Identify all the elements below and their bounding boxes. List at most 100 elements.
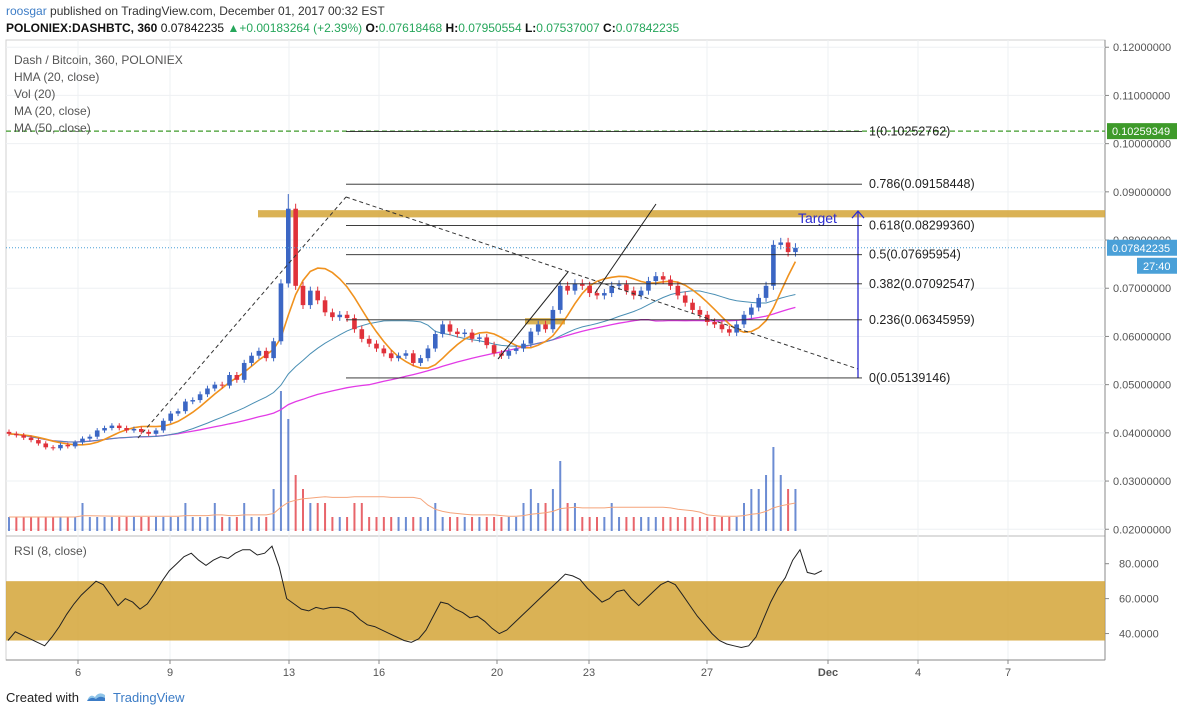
- symbol-label: POLONIEX:DASHBTC, 360: [6, 21, 158, 35]
- candle-body: [175, 411, 181, 414]
- volume-bar: [118, 517, 121, 531]
- volume-bar: [779, 475, 782, 531]
- volume-bar: [338, 517, 341, 531]
- volume-bar: [507, 517, 510, 531]
- time-tick-label: 13: [283, 667, 295, 679]
- price-tick-label: 0.02000000: [1113, 524, 1171, 536]
- price-tick-label: 0.04000000: [1113, 428, 1171, 440]
- candle-body: [440, 324, 445, 335]
- candle-body: [124, 428, 129, 431]
- candle-body: [712, 321, 717, 325]
- candle-body: [418, 358, 423, 363]
- candle-body: [58, 444, 63, 449]
- candle-body: [315, 290, 320, 301]
- volume-bar: [66, 517, 69, 531]
- candle-body: [330, 312, 335, 318]
- volume-bar: [250, 517, 253, 531]
- volume-bar: [169, 517, 172, 531]
- candle-body: [308, 290, 313, 306]
- green-level-tag-text: 0.10259349: [1112, 126, 1170, 138]
- volume-bar: [257, 517, 260, 531]
- volume-bar: [324, 503, 327, 531]
- volume-bar: [544, 503, 547, 531]
- candle-body: [543, 324, 548, 330]
- candle-body: [609, 285, 614, 294]
- trend-line-dashed-up: [137, 196, 347, 439]
- volume-bar: [309, 503, 312, 531]
- candle-body: [293, 208, 298, 286]
- candle-body: [381, 348, 387, 354]
- candle-body: [109, 425, 115, 429]
- candle-body: [6, 431, 12, 434]
- resistance-zone-band: [258, 210, 1105, 218]
- last-price: 0.07842235: [160, 21, 225, 35]
- created-with-text: Created with: [6, 690, 79, 705]
- fib-level-label: 0.5(0.07695954): [869, 248, 961, 262]
- candle-body: [624, 284, 629, 291]
- candle-body: [43, 443, 49, 448]
- volume-bar: [147, 517, 150, 531]
- candle-body: [697, 309, 703, 315]
- tradingview-logo-icon[interactable]: [85, 690, 107, 707]
- volume-bar: [706, 517, 709, 531]
- price-tick-label: 0.09000000: [1113, 187, 1171, 199]
- volume-bar: [184, 503, 187, 531]
- candle-body: [28, 437, 34, 441]
- volume-bar: [162, 517, 165, 531]
- time-tick-label: 16: [373, 667, 385, 679]
- candle-body: [131, 428, 137, 431]
- candle-body: [234, 375, 240, 380]
- candle-body: [535, 324, 541, 332]
- candle-body: [410, 353, 416, 363]
- volume-bar: [449, 517, 451, 531]
- volume-bar: [397, 517, 400, 531]
- candle-body: [771, 244, 776, 286]
- volume-bar: [426, 517, 429, 531]
- price-tick-label: 0.06000000: [1113, 331, 1171, 343]
- volume-bar: [228, 517, 231, 531]
- candle-body: [682, 295, 688, 303]
- volume-bar: [30, 517, 33, 531]
- candle-body: [72, 442, 78, 447]
- candle-body: [557, 285, 563, 310]
- candle-body: [50, 447, 56, 449]
- volume-bar: [81, 503, 84, 531]
- axes: 0.12000000 0.11000000 0.10000000 0.09000000…: [6, 42, 1177, 679]
- volume-bar: [456, 517, 459, 531]
- volume-bar: [360, 503, 363, 531]
- volume-bar: [368, 517, 371, 531]
- open-value: 0.07618468: [378, 21, 443, 35]
- author-link[interactable]: roosgar: [6, 4, 47, 18]
- volume-bar: [640, 517, 643, 531]
- volume-bar: [551, 489, 554, 531]
- candle-body: [197, 394, 203, 401]
- candle-body: [139, 428, 144, 432]
- high-label: H:: [445, 21, 459, 35]
- rsi-tick-label: 60.0000: [1119, 594, 1159, 606]
- volume-bar: [632, 517, 635, 531]
- time-tick-label: 4: [915, 667, 921, 679]
- ma20-line: [8, 290, 796, 443]
- candle-body: [778, 242, 784, 245]
- candle-body: [447, 324, 453, 332]
- candle-body: [278, 283, 284, 342]
- resistance-zone: [258, 210, 1105, 325]
- volume-bar: [353, 503, 356, 531]
- volume-bar: [419, 517, 422, 531]
- volume-bar: [720, 517, 723, 531]
- channel-line-2: [594, 203, 657, 294]
- volume-bar: [110, 517, 113, 531]
- legend-rsi: RSI (8, close): [14, 544, 87, 558]
- volume-bar: [463, 517, 466, 531]
- candle-body: [749, 307, 754, 315]
- price-tick-label: 0.12000000: [1113, 42, 1171, 54]
- volume-bar: [596, 517, 598, 531]
- time-tick-label: 23: [583, 667, 595, 679]
- fib-level-label: 0.618(0.08299360): [869, 219, 975, 233]
- legend-ma50: MA (50, close): [14, 121, 91, 135]
- tradingview-link[interactable]: TradingView: [112, 690, 185, 705]
- volume-bar: [500, 517, 503, 531]
- volume-bar: [618, 517, 621, 531]
- volume-bar: [750, 489, 753, 531]
